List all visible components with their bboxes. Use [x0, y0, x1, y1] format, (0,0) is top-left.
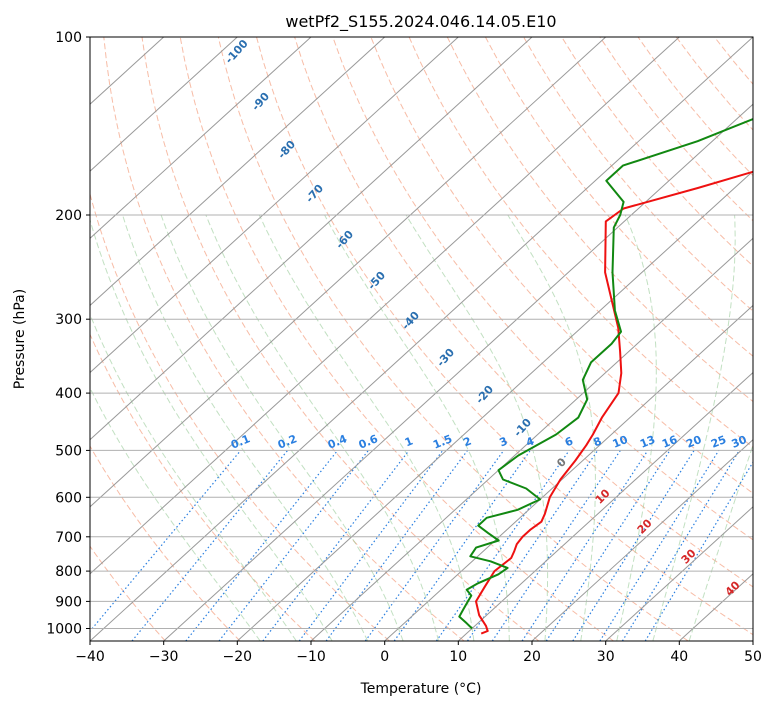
- moist-adiabat: [160, 214, 404, 641]
- moist-adiabat: [122, 214, 369, 641]
- x-tick-label: 40: [670, 649, 688, 665]
- moist-adiabat: [90, 218, 333, 641]
- moist-adiabat: [688, 443, 753, 641]
- y-axis-ticks: 100 200 300 400 500 600 700 800 900 1000: [46, 30, 90, 638]
- isotherm-line: [90, 37, 533, 441]
- moist-adiabat: [507, 214, 596, 641]
- isotherm-line: [531, 438, 753, 641]
- x-tick-label: −30: [149, 649, 179, 665]
- y-tick-label: 400: [55, 386, 82, 402]
- isotherm-line: [163, 103, 753, 641]
- isotherm-line: [384, 304, 753, 641]
- isotherm-line: [90, 37, 459, 374]
- isotherm-line: [90, 37, 680, 575]
- mixing-ratio-label: 25: [709, 433, 728, 451]
- x-tick-label: −20: [223, 649, 253, 665]
- y-tick-label: 300: [55, 312, 82, 328]
- y-tick-label: 100: [55, 30, 82, 46]
- moist-adiabat: [258, 214, 475, 641]
- isotherm-line: [90, 37, 753, 641]
- y-tick-label: 500: [55, 443, 82, 459]
- mixing-ratio-line: [644, 461, 753, 641]
- moist-adiabat: [90, 313, 297, 641]
- mixing-ratio-line: [90, 450, 242, 633]
- isotherm-line: [457, 371, 753, 641]
- y-tick-label: 800: [55, 564, 82, 580]
- plot-frame: [89, 36, 754, 642]
- mixing-ratio-label: 10: [611, 433, 630, 451]
- x-tick-label: 50: [744, 649, 762, 665]
- mixing-ratio-line: [185, 450, 339, 641]
- isotherm-line: [90, 37, 312, 240]
- mixing-ratio-line: [262, 450, 410, 641]
- mixing-ratio-line: [545, 450, 671, 641]
- isotherm-line: [605, 506, 753, 641]
- mixing-ratio-label: 8: [592, 434, 604, 449]
- sounding-series: [458, 117, 753, 635]
- y-tick-label: 600: [55, 490, 82, 506]
- moist-adiabat: [652, 214, 736, 641]
- isotherm-line: [90, 37, 238, 172]
- mixing-ratio-line: [599, 450, 720, 641]
- isotherm-line: [90, 37, 386, 307]
- mixing-ratio-label: 13: [638, 433, 657, 451]
- dry-adiabat: [103, 37, 465, 641]
- mixing-ratio-line: [131, 450, 289, 641]
- dry-adiabat: [256, 37, 753, 636]
- isotherm-lines: [90, 37, 753, 641]
- x-axis-ticks: −40 −30 −20 −10 0 10 20 30 40 50: [75, 641, 762, 665]
- mixing-ratio-line: [621, 450, 740, 641]
- mixing-ratio-line: [572, 450, 695, 641]
- mixing-ratio-label: 3: [498, 434, 510, 449]
- mixing-ratio-line: [364, 450, 505, 641]
- mixing-ratio-line: [393, 450, 531, 641]
- dry-adiabat: [90, 445, 241, 641]
- x-tick-label: 30: [597, 649, 615, 665]
- x-tick-label: −10: [296, 649, 326, 665]
- dry-adiabat: [217, 37, 689, 641]
- x-axis-label: Temperature (°C): [360, 681, 482, 697]
- dry-adiabat: [90, 545, 166, 641]
- moist-adiabat: [90, 386, 261, 641]
- y-tick-label: 900: [55, 594, 82, 610]
- y-tick-label: 1000: [46, 622, 82, 638]
- mixing-ratio-label: 30: [730, 433, 749, 451]
- dewpoint-profile-line: [458, 117, 753, 630]
- y-axis-label: Pressure (hPa): [12, 289, 28, 389]
- x-tick-label: 10: [449, 649, 467, 665]
- background-reference-lines: [90, 37, 753, 641]
- isotherm-line: [90, 37, 607, 508]
- mixing-ratio-line: [435, 450, 570, 641]
- mixing-ratio-label: 16: [660, 433, 679, 451]
- pressure-gridlines: [90, 37, 753, 629]
- dry-adiabat: [408, 37, 753, 448]
- dry-adiabat: [90, 333, 316, 641]
- dry-adiabat: [446, 37, 753, 403]
- chart-title: wetPf2_S155.2024.046.14.05.E10: [285, 12, 556, 32]
- x-tick-label: −40: [75, 649, 105, 665]
- isotherm-line: [236, 170, 753, 641]
- isotherm-line: [310, 237, 753, 641]
- mixing-ratio-line: [218, 450, 369, 641]
- mixing-ratio-label: 2: [461, 434, 473, 449]
- mixing-ratio-line: [467, 450, 599, 641]
- x-tick-label: 0: [380, 649, 389, 665]
- moist-adiabat: [616, 214, 657, 641]
- y-tick-label: 700: [55, 530, 82, 546]
- dry-adiabat: [484, 37, 753, 357]
- moist-adiabat: [205, 214, 439, 641]
- y-tick-label: 200: [55, 208, 82, 224]
- dry-adiabat: [370, 37, 753, 494]
- dry-adiabat: [90, 192, 390, 641]
- dry-adiabat: [141, 37, 540, 641]
- moist-adiabat: [324, 214, 510, 641]
- mixing-ratio-label: 1: [403, 434, 415, 449]
- x-tick-label: 20: [523, 649, 541, 665]
- mixing-ratio-label: 20: [684, 433, 703, 451]
